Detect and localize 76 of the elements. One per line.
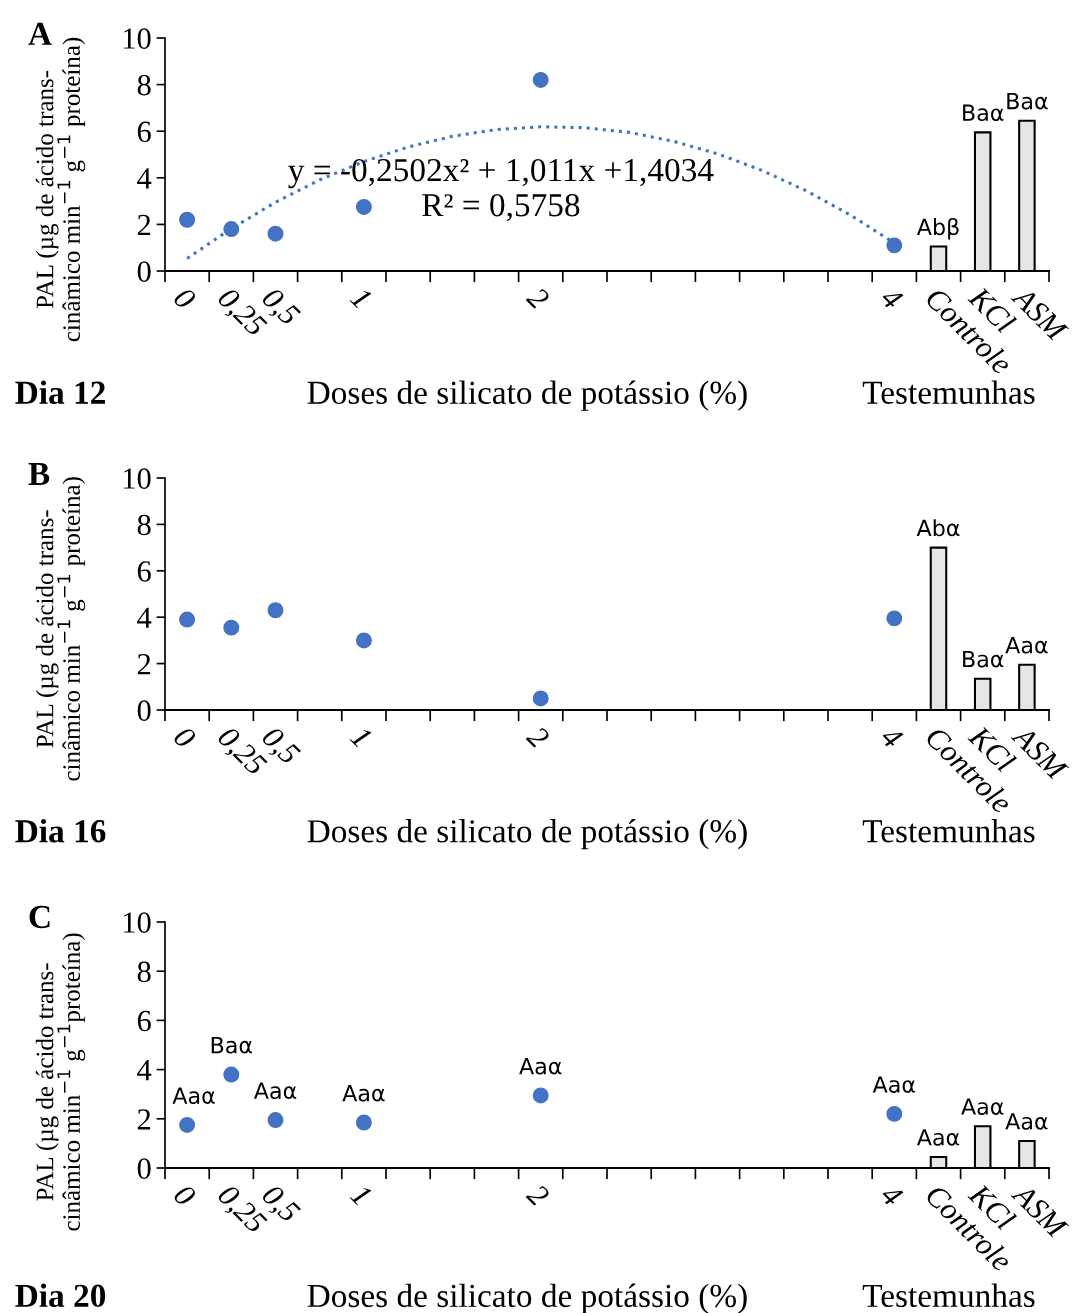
data-label: Abβ — [916, 217, 959, 240]
x-axis-title: Doses de silicato de potássio (%) — [307, 1283, 747, 1313]
x-tick-label: 4 — [879, 724, 904, 750]
data-label: Aaα — [342, 1085, 385, 1102]
text: Testemunhas — [862, 1283, 1035, 1308]
data-label: Aaα — [1005, 636, 1048, 654]
text: Dia 20 — [15, 1283, 106, 1308]
y-tick-label: 4 — [137, 1060, 152, 1081]
data-label: Aaα — [916, 1129, 960, 1146]
text: Testemunhas — [862, 819, 1035, 843]
annotation: y = -0,2502x² + 1,011x +1,4034 — [288, 158, 714, 189]
point — [267, 1112, 284, 1129]
y-tick-label: 6 — [137, 121, 151, 143]
point — [223, 1066, 240, 1083]
y-tick-label: 4 — [137, 168, 152, 189]
y-tick-label: 10 — [123, 912, 151, 933]
data-label: Aaα — [253, 1082, 297, 1100]
chart-title: C — [29, 905, 50, 929]
data-label: Baα — [1007, 92, 1048, 110]
x-tick-label: 1 — [349, 725, 372, 748]
point — [886, 1105, 903, 1122]
x-tick-label: 2 — [525, 285, 551, 311]
point — [532, 1087, 549, 1104]
y-tick-label: 0 — [137, 700, 151, 721]
x-axis-title: Doses de silicato de potássio (%) — [307, 819, 747, 850]
y-tick-label: 8 — [137, 514, 151, 536]
x-axis-title: Doses de silicato de potássio (%) — [307, 380, 747, 411]
x-tick-label: 0 — [172, 286, 198, 311]
y-tick-label: 2 — [137, 653, 151, 675]
point — [179, 1116, 196, 1133]
data-label: Aaα — [872, 1076, 915, 1093]
point — [532, 71, 549, 88]
y-tick-label: 6 — [137, 1010, 151, 1032]
y-tick-label: 2 — [137, 214, 151, 235]
data-label: Baα — [211, 1037, 252, 1054]
point — [355, 632, 372, 649]
data-label: Aaα — [961, 1098, 1004, 1115]
x-tick-label: 1 — [349, 1183, 372, 1206]
y-axis-title: PAL (µg de ácido trans- cinâmico min$^{−1}$ g$^{−1}$proteína) — [35, 933, 86, 1231]
data-label: Baα — [963, 104, 1004, 122]
x-tick-label: 2 — [525, 1182, 551, 1208]
y-tick-label: 4 — [137, 607, 152, 628]
y-tick-label: 10 — [123, 468, 151, 489]
data-label: Abα — [916, 519, 960, 537]
point — [179, 211, 196, 228]
x-tick-label: 2 — [525, 724, 551, 750]
text: Testemunhas — [862, 380, 1035, 404]
x-tick-label: 0 — [172, 725, 198, 750]
y-tick-label: 0 — [137, 1158, 151, 1179]
point — [223, 221, 240, 238]
point — [886, 610, 903, 627]
text: Dia 12 — [15, 380, 105, 404]
annotation: R² = 0,5758 — [422, 193, 580, 222]
point — [355, 198, 372, 215]
point — [355, 1114, 372, 1131]
x-tick-label: 0 — [172, 1183, 198, 1208]
x-tick-label: 4 — [879, 285, 904, 311]
y-tick-label: 2 — [137, 1109, 151, 1130]
y-tick-label: 10 — [123, 28, 151, 49]
data-label: Aaα — [1005, 1113, 1048, 1130]
point — [179, 611, 196, 628]
y-tick-label: 6 — [137, 561, 151, 582]
text: Dia 16 — [15, 819, 106, 843]
point — [223, 619, 240, 636]
y-tick-label: 0 — [137, 261, 151, 282]
point — [532, 690, 549, 707]
data-label: Baα — [963, 650, 1004, 668]
x-tick-label: 4 — [879, 1182, 904, 1208]
point — [886, 237, 903, 254]
y-tick-label: 8 — [137, 961, 151, 983]
y-tick-label: 8 — [137, 74, 151, 96]
point — [267, 225, 284, 242]
data-label: Aaα — [172, 1087, 215, 1104]
x-tick-label: 1 — [349, 286, 372, 309]
data-label: Aaα — [519, 1057, 562, 1075]
point — [267, 602, 284, 619]
